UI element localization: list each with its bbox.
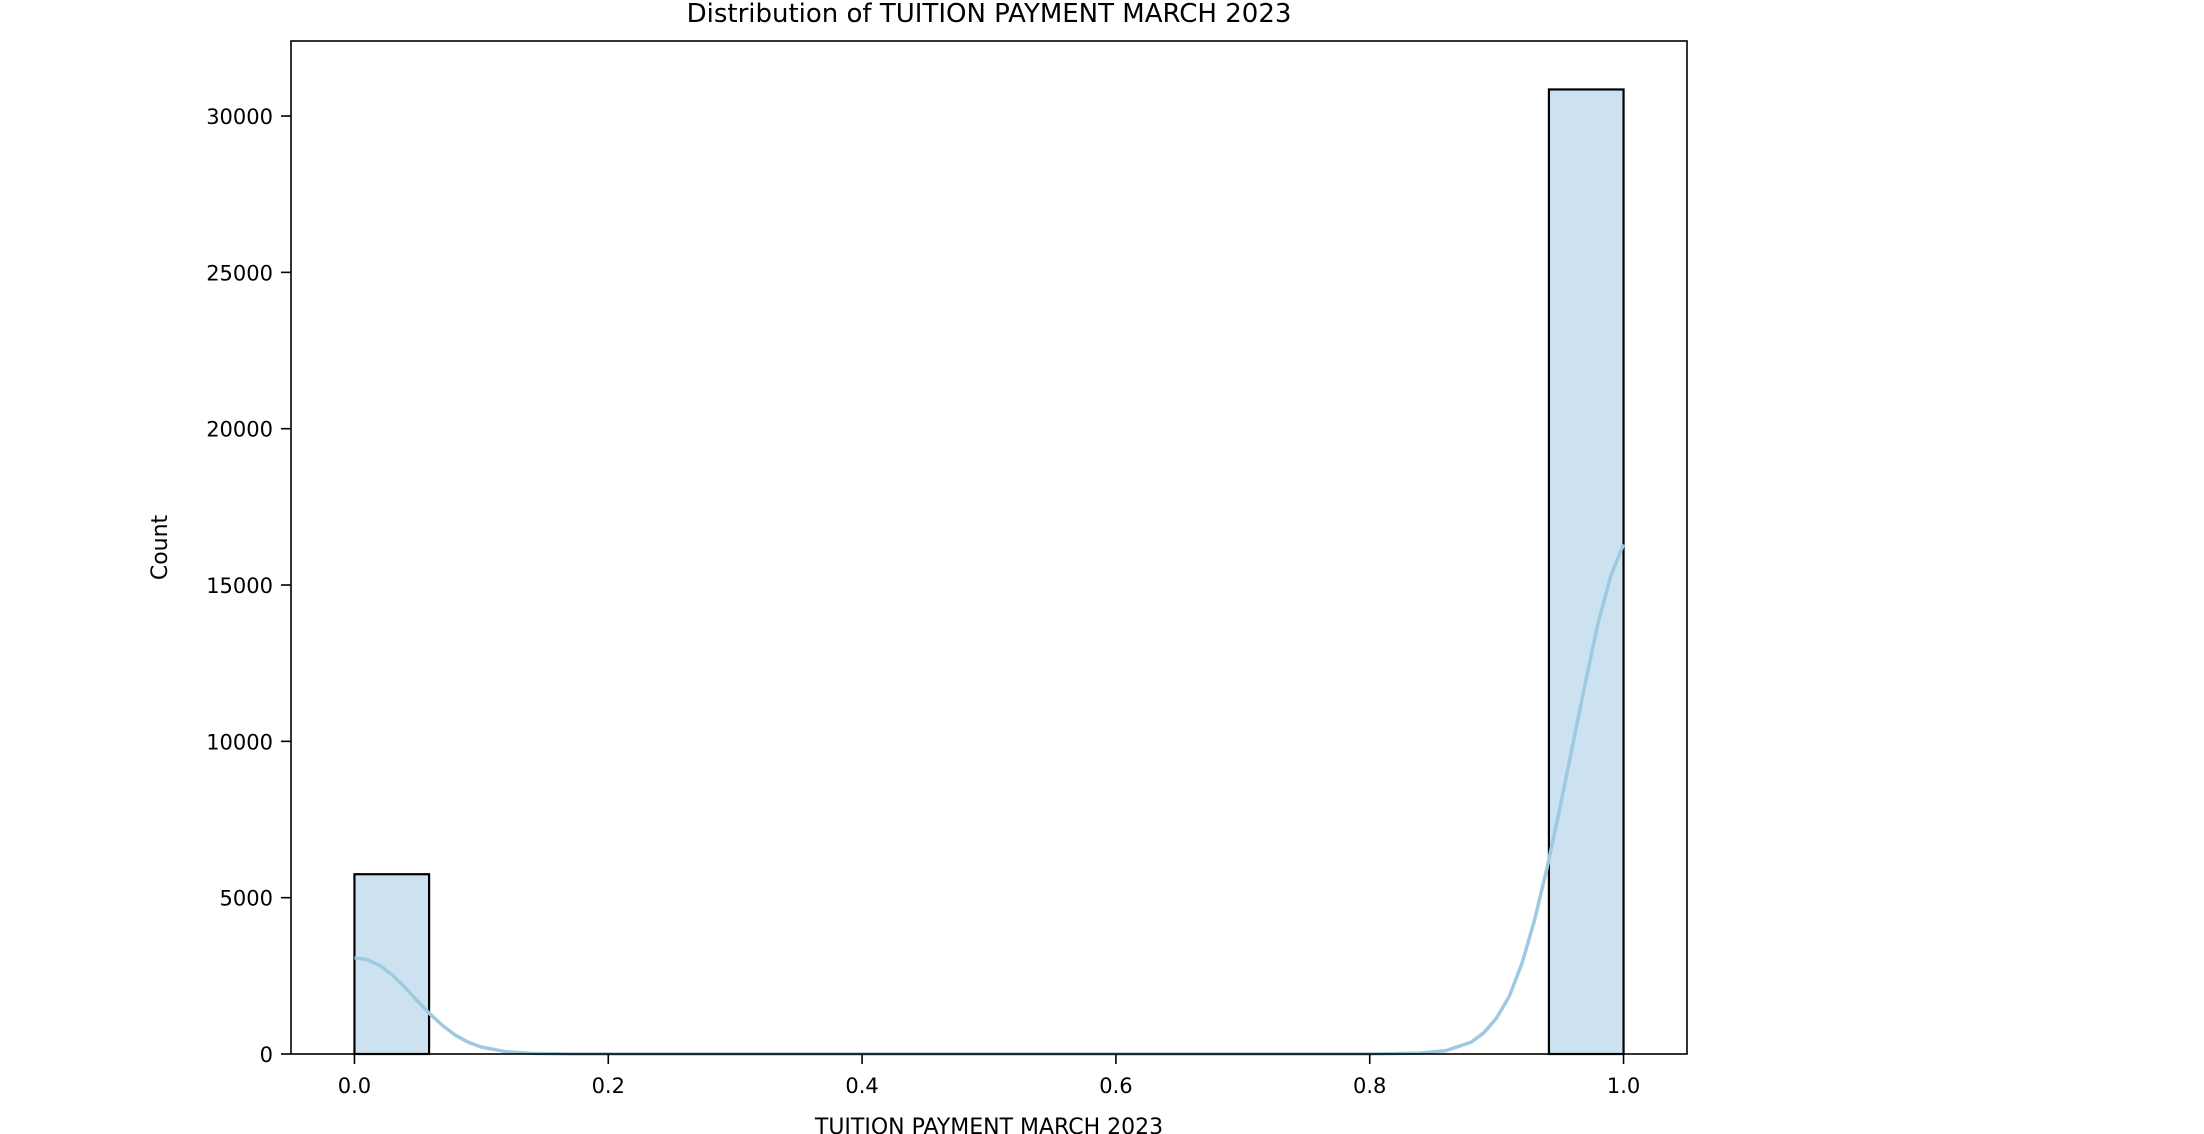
y-tick-label: 30000 — [206, 105, 273, 129]
x-tick-label: 1.0 — [1607, 1074, 1640, 1098]
histogram-bar — [353, 873, 431, 1056]
y-tick-label: 25000 — [206, 261, 273, 285]
y-tick-label: 20000 — [206, 418, 273, 442]
y-axis-ticks: 0 5000 10000 15000 20000 25000 30000 — [206, 105, 291, 1067]
y-tick-label: 15000 — [206, 574, 273, 598]
plot-area-frame — [290, 40, 1688, 1055]
y-tick-label: 10000 — [206, 730, 273, 754]
y-tick-label: 5000 — [220, 887, 273, 911]
bars-layer — [353, 88, 1625, 1056]
x-tick-label: 0.2 — [592, 1074, 625, 1098]
x-tick-label: 0.8 — [1353, 1074, 1386, 1098]
y-axis-label: Count — [148, 514, 173, 580]
chart-title: Distribution of TUITION PAYMENT MARCH 20… — [687, 0, 1292, 29]
x-axis-ticks: 0.0 0.2 0.4 0.6 0.8 1.0 — [338, 1054, 1640, 1098]
x-axis-label: TUITION PAYMENT MARCH 2023 — [814, 1115, 1163, 1134]
x-tick-label: 0.0 — [338, 1074, 371, 1098]
x-tick-label: 0.4 — [845, 1074, 878, 1098]
y-tick-label: 0 — [260, 1043, 273, 1067]
x-tick-label: 0.6 — [1099, 1074, 1132, 1098]
kde-curve — [354, 543, 1626, 1056]
